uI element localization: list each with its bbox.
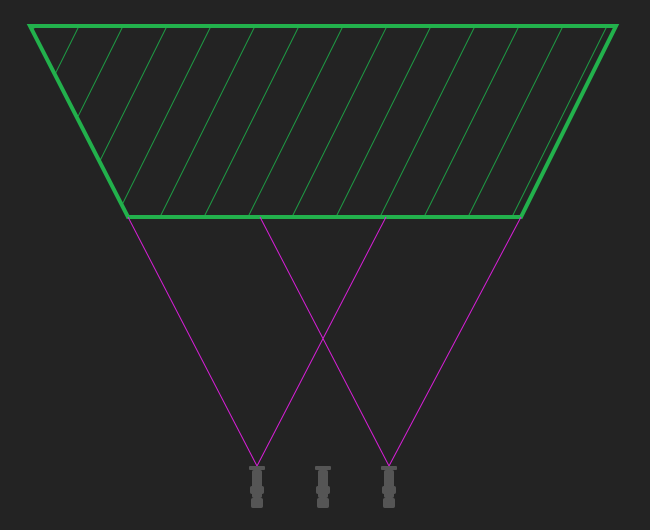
hatch-line: [247, 26, 344, 217]
ray-left-device-left-edge: [127, 216, 258, 467]
projection-rays: [127, 216, 522, 467]
hatch-line: [30, 26, 124, 217]
coverage-zone: [26, 24, 620, 219]
hatch-line: [30, 26, 36, 217]
projector-icon: [381, 466, 397, 508]
hatch-line: [30, 26, 80, 217]
hatch-line: [71, 26, 168, 217]
hatch-line: [467, 26, 564, 217]
hatch-line: [379, 26, 476, 217]
ray-right-device-left-edge: [259, 216, 390, 467]
projector-icon: [249, 466, 265, 508]
hatch-line: [335, 26, 432, 217]
hatch-line: [203, 26, 300, 217]
hatch-line: [159, 26, 256, 217]
hatch-pattern: [30, 26, 616, 217]
hatch-line: [511, 26, 608, 217]
hatch-line: [423, 26, 520, 217]
devices: [249, 466, 397, 508]
projector-icon: [315, 466, 331, 508]
hatch-line: [115, 26, 212, 217]
ray-left-device-right-edge: [256, 216, 387, 467]
ray-right-device-right-edge: [388, 216, 522, 467]
hatch-line: [291, 26, 388, 217]
